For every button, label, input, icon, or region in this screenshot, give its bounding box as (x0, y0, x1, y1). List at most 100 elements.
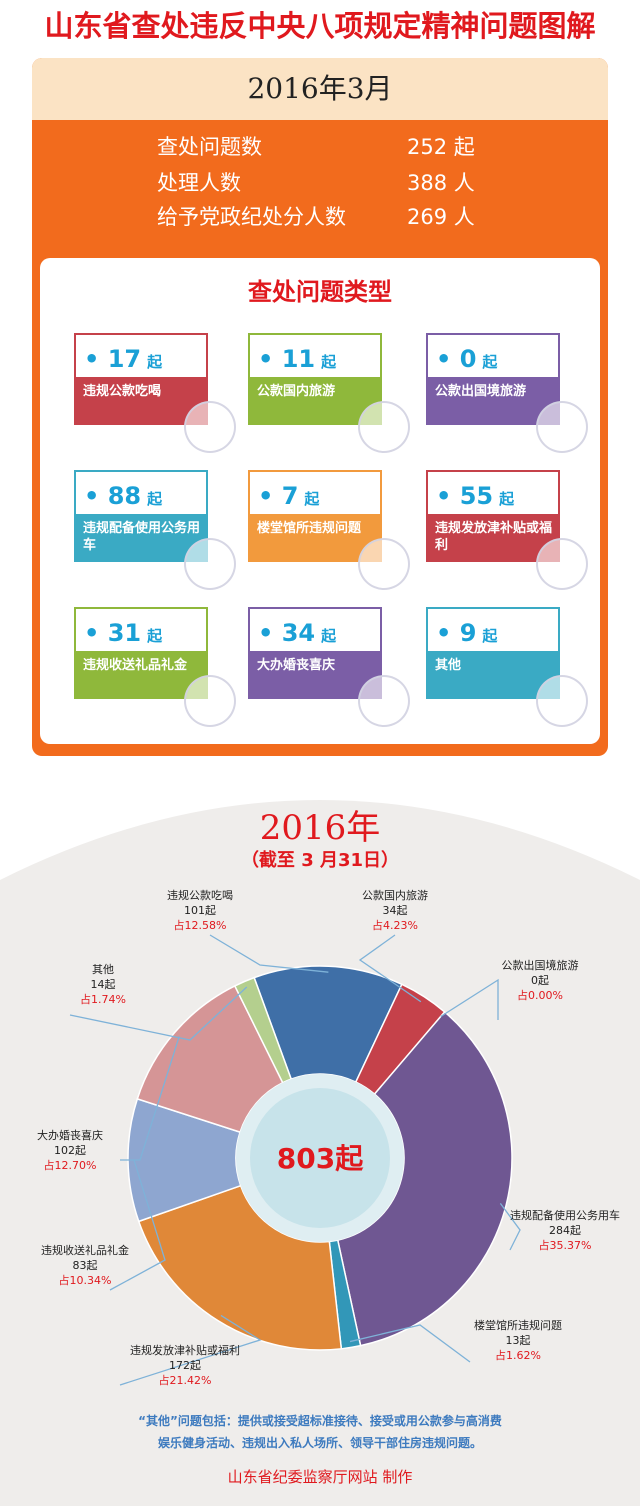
slice-percent: 占0.00% (517, 989, 563, 1002)
donut-chart: 803起 (127, 965, 513, 1351)
type-label: 其他 (428, 651, 558, 697)
slice-label: 违规配备使用公务用车 284起 占35.37% (485, 1208, 640, 1253)
stat-value: 252 起 (407, 135, 475, 159)
slice-name: 违规公款吃喝 (167, 889, 233, 902)
circle-decoration-icon (536, 401, 588, 453)
type-count-unit: 起 (482, 627, 498, 645)
slice-count: 83起 (72, 1259, 98, 1272)
type-label: 公款国内旅游 (250, 377, 380, 423)
circle-decoration-icon (536, 538, 588, 590)
type-count-value: 55 (459, 482, 494, 510)
types-title: 查处问题类型 (248, 278, 392, 306)
slice-count: 0起 (531, 974, 549, 987)
note-line-2: 娱乐健身活动、违规出入私人场所、领导干部住房违规问题。 (157, 1436, 482, 1450)
leader-line (499, 1203, 521, 1251)
type-count-value: 17 (107, 345, 142, 373)
bullet-icon: • (84, 619, 108, 647)
slice-label: 违规发放津补贴或福利 172起 占21.42% (105, 1343, 265, 1388)
bullet-icon: • (258, 345, 282, 373)
type-card: • 34 起大办婚丧喜庆 (248, 607, 410, 727)
type-card: • 55 起违规发放津补贴或福利 (426, 470, 588, 590)
leader-line (109, 1159, 166, 1291)
circle-decoration-icon (184, 538, 236, 590)
bullet-icon: • (436, 482, 460, 510)
type-count-value: 31 (107, 619, 142, 647)
type-count-value: 11 (281, 345, 316, 373)
type-label: 大办婚丧喜庆 (250, 651, 380, 697)
circle-decoration-icon (536, 675, 588, 727)
circle-decoration-icon (358, 401, 410, 453)
slice-percent: 占1.74% (80, 993, 126, 1006)
slice-name: 违规收送礼品礼金 (41, 1244, 129, 1257)
slice-label: 楼堂馆所违规问题 13起占1.62% (438, 1318, 598, 1363)
slice-percent: 占35.37% (538, 1239, 592, 1252)
leader-line (69, 986, 248, 1041)
type-count-unit: 起 (147, 627, 163, 645)
type-card: • 88 起违规配备使用公务用车 (74, 470, 236, 590)
type-label: 公款出国境旅游 (428, 377, 558, 423)
type-count-unit: 起 (321, 353, 337, 371)
leader-line (120, 1036, 180, 1161)
slice-count: 102起 (54, 1144, 86, 1157)
type-count-unit: 起 (147, 490, 163, 508)
year-title: 2016年 (259, 808, 381, 848)
slice-label: 大办婚丧喜庆 102起 占12.70% (0, 1128, 150, 1173)
type-count-unit: 起 (482, 353, 498, 371)
circle-decoration-icon (184, 401, 236, 453)
slice-label: 公款国内旅游 34起 占4.23% (315, 888, 475, 933)
slice-percent: 占12.70% (43, 1159, 97, 1172)
donut-center-inner (250, 1088, 390, 1228)
slice-name: 违规发放津补贴或福利 (130, 1344, 240, 1357)
stat-label: 处理人数 (157, 171, 241, 195)
type-count-unit: 起 (321, 627, 337, 645)
slice-label: 违规收送礼品礼金 83起占10.34% (5, 1243, 165, 1288)
type-count-unit: 起 (499, 490, 515, 508)
circle-decoration-icon (184, 675, 236, 727)
slice-count: 13起 (505, 1334, 531, 1347)
slice-percent: 占12.58% (173, 919, 227, 932)
slice-label: 其他 14起 占1.74% (23, 962, 183, 1007)
type-label: 楼堂馆所违规问题 (250, 514, 380, 560)
stat-value: 388 人 (407, 171, 475, 195)
leader-line (349, 1324, 471, 1363)
bullet-icon: • (258, 619, 282, 647)
type-count: • 31 起 (84, 619, 162, 647)
slice-percent: 占10.34% (58, 1274, 112, 1287)
type-count-value: 88 (107, 482, 142, 510)
leader-line (440, 978, 499, 1020)
stat-label: 查处问题数 (157, 135, 262, 159)
month-date-label: 2016年3月 (32, 58, 608, 120)
slice-name: 违规配备使用公务用车 (510, 1209, 620, 1222)
slice-percent: 占4.23% (372, 919, 418, 932)
circle-decoration-icon (358, 675, 410, 727)
type-card: • 11 起公款国内旅游 (248, 333, 410, 453)
leader-line (358, 934, 422, 1003)
footer-credit: 山东省纪委监察厅网站 制作 (227, 1468, 413, 1486)
bullet-icon: • (436, 345, 460, 373)
type-label: 违规发放津补贴或福利 (428, 514, 558, 560)
type-count: • 34 起 (258, 619, 336, 647)
type-count-value: 9 (459, 619, 477, 647)
slice-count: 101起 (184, 904, 216, 917)
circle-decoration-icon (358, 538, 410, 590)
slice-label: 违规公款吃喝 101起占12.58% (120, 888, 280, 933)
slice-percent: 占1.62% (495, 1349, 541, 1362)
leader-line (119, 1314, 262, 1386)
slice-name: 楼堂馆所违规问题 (474, 1319, 562, 1332)
bullet-icon: • (436, 619, 460, 647)
note-line-1: “其他”问题包括：提供或接受超标准接待、接受或用公款参与高消费 (138, 1414, 502, 1428)
type-count-unit: 起 (304, 490, 320, 508)
bullet-icon: • (84, 345, 108, 373)
type-card: • 9 起其他 (426, 607, 588, 727)
type-count: • 11 起 (258, 345, 336, 373)
page-title: 山东省查处违反中央八项规定精神问题图解 (44, 9, 596, 43)
type-card: • 31 起违规收送礼品礼金 (74, 607, 236, 727)
slice-name: 其他 (92, 963, 114, 976)
type-count-value: 7 (281, 482, 299, 510)
type-card: • 7 起楼堂馆所违规问题 (248, 470, 410, 590)
slice-percent: 占21.42% (158, 1374, 212, 1387)
bullet-icon: • (258, 482, 282, 510)
